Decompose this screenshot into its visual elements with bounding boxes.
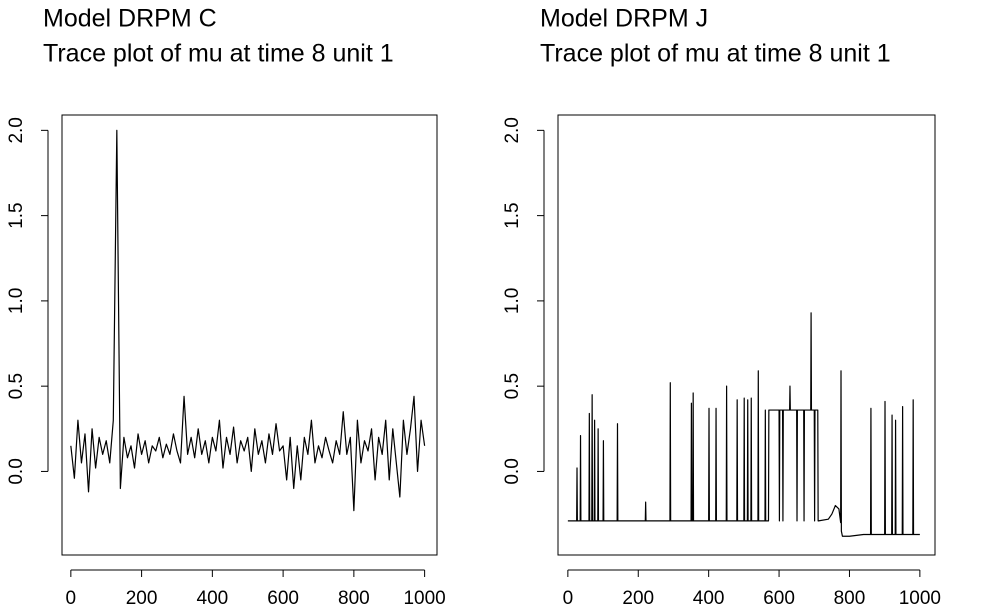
y-tick-label: 0.0 bbox=[502, 458, 523, 484]
plot-box bbox=[61, 114, 438, 556]
x-tick-label: 400 bbox=[197, 588, 229, 609]
x-tick-label: 800 bbox=[338, 588, 370, 609]
y-tick-label: 0.5 bbox=[6, 373, 27, 399]
y-tick-label: 1.0 bbox=[6, 288, 27, 314]
trace-line bbox=[567, 312, 920, 537]
chart-subtitle: Trace plot of mu at time 8 unit 1 bbox=[540, 40, 891, 68]
x-tick-label: 0 bbox=[563, 588, 574, 609]
x-tick-label: 1000 bbox=[899, 588, 941, 609]
panel: Model DRPM C Trace plot of mu at time 8 u… bbox=[6, 5, 446, 609]
y-tick-label: 0.0 bbox=[6, 458, 27, 484]
y-tick-label: 2.0 bbox=[6, 117, 27, 143]
x-tick-label: 600 bbox=[763, 588, 795, 609]
x-tick-label: 200 bbox=[622, 588, 654, 609]
x-tick-label: 0 bbox=[66, 588, 77, 609]
chart-subtitle: Trace plot of mu at time 8 unit 1 bbox=[43, 40, 394, 68]
chart-title: Model DRPM J bbox=[540, 5, 708, 33]
y-tick-label: 2.0 bbox=[502, 117, 523, 143]
x-tick-label: 400 bbox=[693, 588, 725, 609]
x-tick-label: 1000 bbox=[403, 588, 445, 609]
trace-line bbox=[70, 129, 426, 512]
panel: Model DRPM J Trace plot of mu at time 8 u… bbox=[502, 5, 941, 609]
x-tick-label: 800 bbox=[834, 588, 866, 609]
chart-title: Model DRPM C bbox=[43, 5, 217, 33]
x-tick-label: 600 bbox=[267, 588, 299, 609]
x-tick-label: 200 bbox=[126, 588, 158, 609]
y-tick-label: 1.5 bbox=[502, 202, 523, 228]
y-tick-label: 0.5 bbox=[502, 373, 523, 399]
y-tick-label: 1.0 bbox=[502, 288, 523, 314]
y-tick-label: 1.5 bbox=[6, 202, 27, 228]
plot-box bbox=[557, 114, 936, 556]
